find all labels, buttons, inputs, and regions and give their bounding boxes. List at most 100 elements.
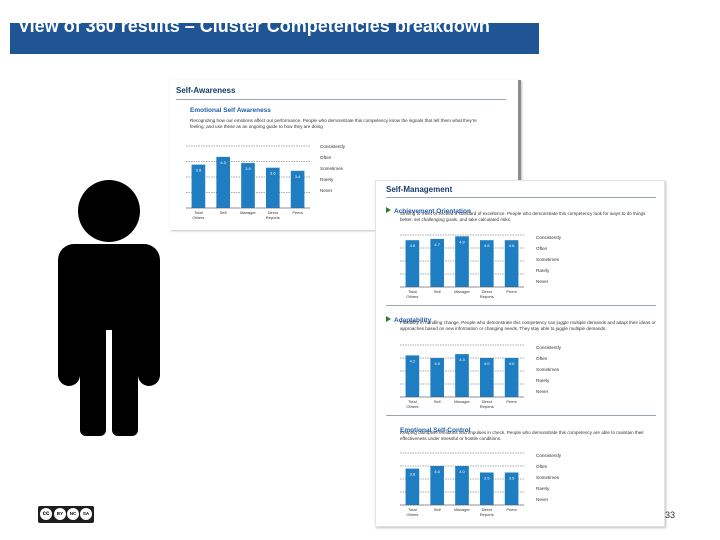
category-label: Direct — [482, 507, 493, 512]
person-silhouette-icon — [58, 180, 160, 436]
category-label: Others — [192, 215, 204, 220]
divider — [386, 197, 656, 198]
category-label: Direct — [482, 289, 493, 294]
competency-title: Adaptability — [394, 317, 432, 324]
bar — [265, 167, 280, 208]
frequency-label: Consistently — [536, 235, 562, 240]
arrow-right-icon — [386, 316, 391, 322]
bar-value-label: 4.6 — [509, 243, 515, 248]
bar-value-label: 4.0 — [484, 361, 490, 366]
divider — [386, 415, 656, 416]
category-label: Direct — [268, 210, 279, 215]
bar — [479, 240, 494, 287]
category-label: Manager — [454, 507, 470, 512]
competency-title: Emotional Self Awareness — [190, 107, 271, 114]
frequency-label: Sometimes — [536, 257, 559, 262]
frequency-label: Never — [536, 497, 549, 502]
category-label: Reports — [480, 404, 494, 409]
report-excerpt-self-management: Self-Management Achievement Orientation … — [375, 180, 665, 527]
bar — [504, 240, 519, 287]
bar-value-label: 4.9 — [459, 239, 465, 244]
category-label: Manager — [454, 399, 470, 404]
bar-value-label: 4.0 — [434, 361, 440, 366]
bar-value-label: 3.9 — [245, 166, 251, 171]
category-label: Self — [434, 289, 442, 294]
bar-value-label: 3.5 — [484, 476, 490, 481]
bar-value-label: 3.4 — [295, 174, 301, 179]
divider — [386, 305, 656, 306]
bar — [455, 354, 469, 397]
category-label: Reports — [480, 294, 494, 299]
category-label: Reports — [480, 512, 494, 517]
bar-value-label: 4.6 — [484, 243, 490, 248]
category-label: Peers — [506, 507, 516, 512]
category-label: Others — [406, 294, 418, 299]
frequency-label: Sometimes — [320, 166, 343, 171]
frequency-label: Rarely — [536, 378, 550, 383]
category-label: Reports — [266, 215, 280, 220]
frequency-label: Often — [536, 246, 548, 251]
competency-heading: Emotional Self-Control — [400, 419, 470, 437]
bar — [290, 170, 305, 208]
competency-description: Recognizing how our emotions affect our … — [190, 118, 477, 129]
frequency-label: Often — [536, 464, 548, 469]
slide-title-bar: View of 360 results – Cluster Competenci… — [10, 23, 539, 54]
competency-heading: Achievement Orientation — [386, 200, 471, 218]
competency-description: Keeping disruptive emotions and impulses… — [400, 430, 644, 441]
frequency-label: Rarely — [536, 268, 550, 273]
competency-description: Flexibility in handling change. People w… — [400, 320, 656, 331]
section-title: Self-Management — [386, 185, 453, 194]
page-number: 33 — [665, 510, 676, 520]
attribution-icon: BY — [54, 508, 66, 520]
category-label: Manager — [240, 210, 256, 215]
bar-value-label: 4.2 — [410, 358, 416, 363]
bar — [241, 163, 255, 208]
frequency-label: Consistently — [536, 345, 562, 350]
frequency-label: Often — [320, 155, 332, 160]
slide-title: View of 360 results – Cluster Competenci… — [18, 23, 490, 36]
cc-icon: cc — [40, 508, 52, 520]
bar-value-label: 3.8 — [196, 168, 202, 173]
bar — [430, 238, 445, 287]
category-label: Self — [434, 507, 442, 512]
category-label: Manager — [454, 289, 470, 294]
frequency-label: Never — [320, 188, 333, 193]
category-label: Total — [408, 507, 417, 512]
divider — [176, 99, 506, 100]
bar-value-label: 4.7 — [434, 242, 440, 247]
bar — [479, 472, 494, 505]
frequency-label: Sometimes — [536, 475, 559, 480]
category-label: Total — [194, 210, 203, 215]
competency-heading: Adaptability — [386, 309, 431, 327]
frequency-label: Often — [536, 356, 548, 361]
category-label: Peers — [292, 210, 302, 215]
bar — [405, 468, 420, 505]
bar — [430, 466, 445, 505]
frequency-label: Consistently — [536, 453, 562, 458]
arrow-right-icon — [386, 207, 391, 213]
bar — [405, 240, 420, 287]
frequency-label: Never — [536, 389, 549, 394]
category-label: Others — [406, 512, 418, 517]
category-label: Self — [434, 399, 442, 404]
bar-value-label: 4.3 — [459, 357, 465, 362]
bar-value-label: 4.6 — [410, 243, 416, 248]
section-title: Self-Awareness — [176, 86, 236, 95]
bar-value-label: 4.0 — [434, 469, 440, 474]
category-label: Peers — [506, 289, 516, 294]
frequency-label: Rarely — [536, 486, 550, 491]
bar — [504, 358, 519, 397]
bar — [216, 156, 231, 208]
sharealike-icon: SA — [80, 508, 92, 520]
bar-value-label: 4.0 — [509, 361, 515, 366]
competency-description: Striving to meet or exceed a standard of… — [400, 211, 646, 222]
frequency-label: Sometimes — [536, 367, 559, 372]
bar-value-label: 3.5 — [509, 476, 515, 481]
category-label: Total — [408, 399, 417, 404]
category-label: Peers — [506, 399, 516, 404]
category-label: Direct — [482, 399, 493, 404]
bar — [405, 355, 420, 397]
frequency-label: Consistently — [320, 144, 346, 149]
